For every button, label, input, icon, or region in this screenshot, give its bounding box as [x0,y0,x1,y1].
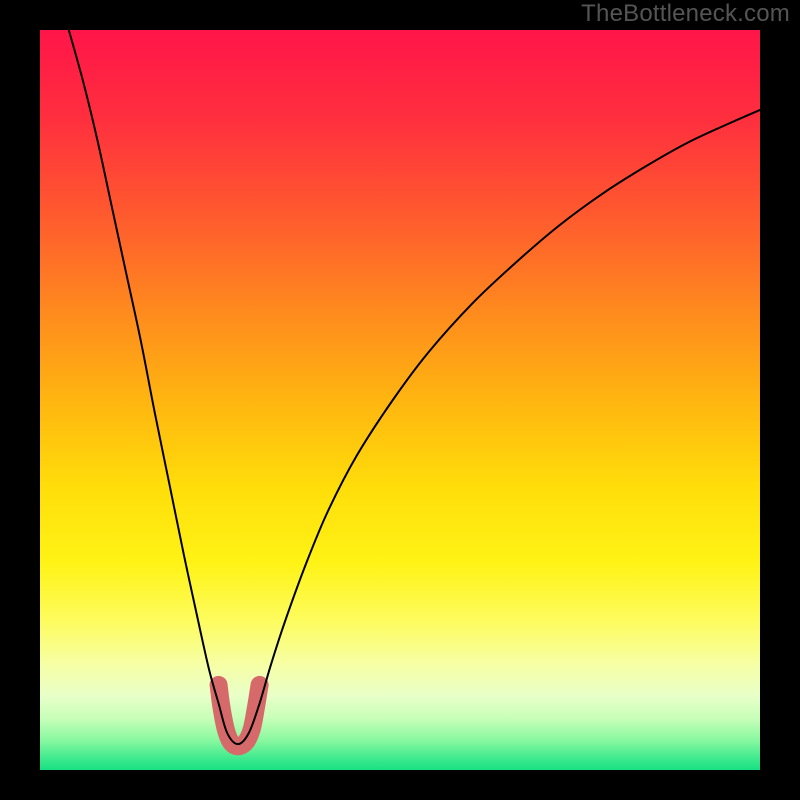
chart-container: TheBottleneck.com [0,0,800,800]
plot-background [40,30,760,770]
bottleneck-chart [0,0,800,800]
